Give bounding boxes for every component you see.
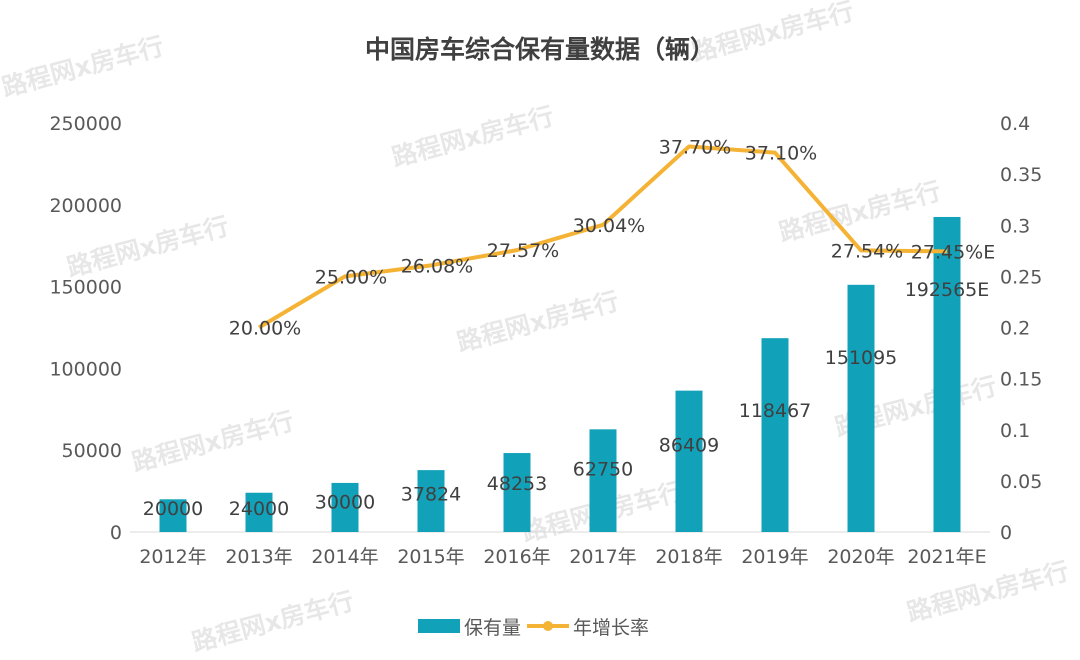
watermark-text: 路程网x房车行 <box>64 211 232 282</box>
watermark-text: 路程网x房车行 <box>389 101 557 172</box>
left-tick-label: 150000 <box>49 277 122 299</box>
left-tick-label: 100000 <box>49 358 122 380</box>
left-tick-label: 200000 <box>49 195 122 217</box>
bar-data-label: 48253 <box>487 473 547 495</box>
bar-data-label: 151095 <box>825 347 898 369</box>
right-axis: 0 0.05 0.1 0.15 0.2 0.25 0.3 0.35 0.4 <box>1000 113 1042 544</box>
legend: 保有量 年增长率 <box>418 617 649 639</box>
bar <box>589 429 617 532</box>
right-tick-label: 0.2 <box>1000 318 1030 340</box>
line-data-label: 27.54% <box>831 240 903 262</box>
bar-data-label: 30000 <box>315 492 375 514</box>
line-data-label: 20.00% <box>229 318 301 340</box>
chart-title: 中国房车综合保有量数据（辆） <box>365 35 715 64</box>
watermark-text: 路程网x房车行 <box>0 31 167 102</box>
bar-data-label: 20000 <box>143 498 203 520</box>
x-tick-label: 2017年 <box>569 546 636 568</box>
x-tick-label: 2018年 <box>655 546 722 568</box>
right-tick-label: 0.15 <box>1000 369 1042 391</box>
line-labels: 20.00% 25.00% 26.08% 27.57% 30.04% 37.70% 37.1… <box>229 137 995 340</box>
legend-bar-label: 保有量 <box>464 617 521 639</box>
x-tick-label: 2020年 <box>827 546 894 568</box>
bar <box>331 482 359 532</box>
x-tick-label: 2012年 <box>139 546 206 568</box>
right-tick-label: 0.25 <box>1000 266 1042 288</box>
line-series <box>257 144 948 330</box>
right-tick-label: 0.35 <box>1000 164 1042 186</box>
watermark-text: 路程网x房车行 <box>776 176 944 247</box>
bar-data-label: 192565E <box>905 279 990 301</box>
bar-data-label: 62750 <box>573 458 633 480</box>
line-data-label: 27.57% <box>487 240 559 262</box>
bar <box>503 453 531 532</box>
bar-data-label: 86409 <box>659 434 719 456</box>
bar <box>159 499 187 532</box>
bar <box>417 470 445 532</box>
right-tick-label: 0.3 <box>1000 215 1030 237</box>
line-data-label: 25.00% <box>315 266 387 288</box>
bar <box>675 390 703 532</box>
bar-data-label: 24000 <box>229 498 289 520</box>
x-tick-label: 2013年 <box>225 546 292 568</box>
right-tick-label: 0.4 <box>1000 113 1030 135</box>
bar <box>847 284 875 532</box>
watermark-text: 路程网x房车行 <box>454 286 622 357</box>
right-tick-label: 0 <box>1000 522 1012 544</box>
left-tick-label: 50000 <box>62 440 122 462</box>
x-axis: 2012年 2013年 2014年 2015年 2016年 2017年 2018年 2019年… <box>139 546 986 568</box>
line-data-label: 37.70% <box>659 137 731 159</box>
bar-labels: 20000 24000 30000 37824 48253 62750 86409 11846… <box>143 279 990 520</box>
bar-data-label: 37824 <box>401 484 461 506</box>
legend-line-marker <box>543 621 553 631</box>
watermark-text: 路程网x房车行 <box>129 406 297 477</box>
watermark-text: 路程网x房车行 <box>189 586 357 657</box>
left-tick-label: 250000 <box>49 113 122 135</box>
legend-line-label: 年增长率 <box>573 617 649 639</box>
bar-series <box>159 216 961 532</box>
line-data-label: 27.45%E <box>911 241 995 263</box>
bar-data-label: 118467 <box>739 400 812 422</box>
bar <box>933 216 961 532</box>
x-tick-label: 2021年E <box>907 546 986 568</box>
x-tick-label: 2014年 <box>311 546 378 568</box>
right-tick-label: 0.05 <box>1000 471 1042 493</box>
right-tick-label: 0.1 <box>1000 420 1030 442</box>
left-axis: 0 50000 100000 150000 200000 250000 <box>49 113 122 544</box>
line-data-label: 37.10% <box>745 143 817 165</box>
legend-bar-swatch <box>418 619 460 633</box>
x-tick-label: 2015年 <box>397 546 464 568</box>
growth-line <box>257 144 948 330</box>
left-tick-label: 0 <box>110 522 122 544</box>
x-tick-label: 2016年 <box>483 546 550 568</box>
line-data-label: 26.08% <box>401 255 473 277</box>
line-data-label: 30.04% <box>573 215 645 237</box>
bar <box>245 492 273 532</box>
x-tick-label: 2019年 <box>741 546 808 568</box>
bar <box>761 338 789 532</box>
